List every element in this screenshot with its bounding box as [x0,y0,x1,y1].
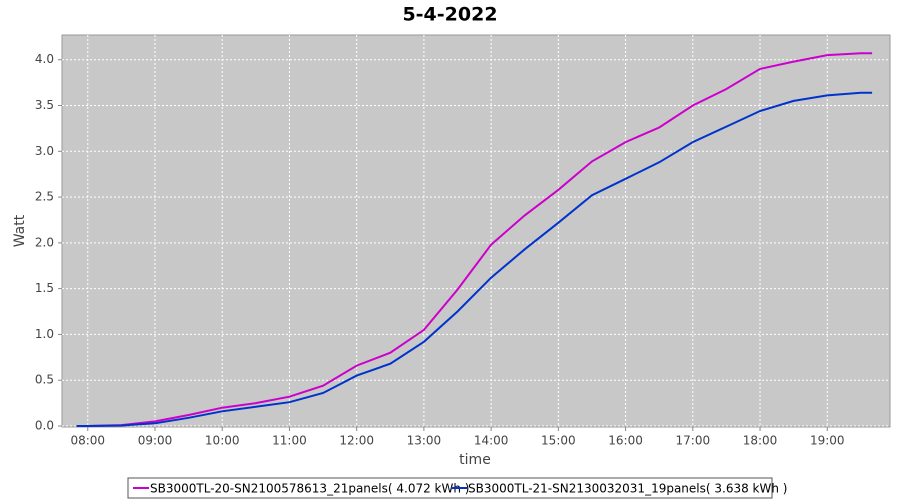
legend-label: SB3000TL-20-SN2100578613_21panels( 4.072… [150,482,469,496]
x-tick-label: 17:00 [676,434,711,448]
x-tick-label: 16:00 [608,434,643,448]
series-line [76,52,873,427]
y-tick-label: 3.0 [35,144,54,158]
x-tick-label: 13:00 [407,434,442,448]
x-tick-label: 14:00 [474,434,509,448]
x-tick-label: 12:00 [339,434,374,448]
y-tick-label: 1.5 [35,281,54,295]
series-line [76,91,873,427]
y-tick-label: 2.5 [35,190,54,204]
y-tick-label: 3.5 [35,98,54,112]
x-tick-label: 19:00 [810,434,845,448]
x-tick-label: 15:00 [541,434,576,448]
y-axis-title: Watt [12,214,28,247]
y-tick-label: 0.0 [35,419,54,433]
legend [127,477,773,499]
x-tick-label: 08:00 [70,434,105,448]
legend-label: SB3000TL-21-SN2130032031_19panels( 3.638… [468,482,787,496]
plot-area [61,34,891,428]
x-tick-label: 10:00 [205,434,240,448]
x-axis-title: time [459,452,491,468]
x-tick-label: 09:00 [138,434,173,448]
x-tick-label: 18:00 [743,434,778,448]
y-tick-label: 1.0 [35,327,54,341]
y-tick-label: 4.0 [35,52,54,66]
x-tick-label: 11:00 [272,434,307,448]
y-tick-label: 0.5 [35,373,54,387]
y-tick-label: 2.0 [35,235,54,249]
chart-title: 5-4-2022 [402,4,497,26]
